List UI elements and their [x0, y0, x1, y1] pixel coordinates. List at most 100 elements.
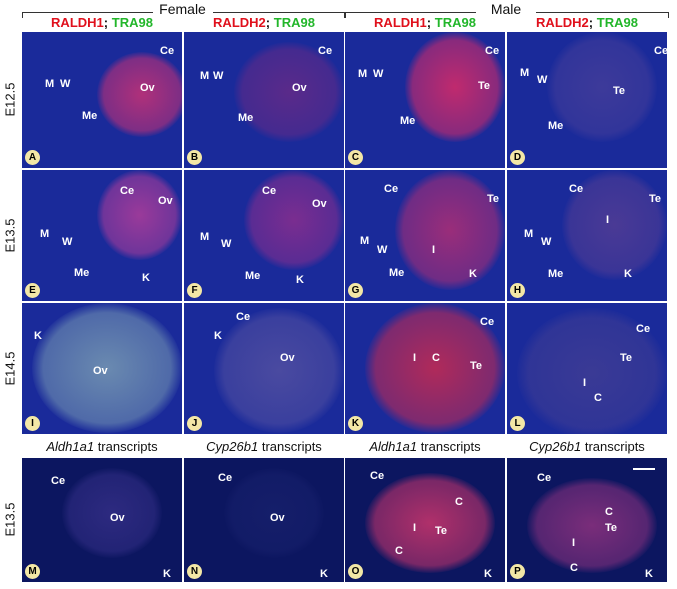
- stain-red: RALDH1: [51, 15, 104, 30]
- image-panel: Ce Ov K M: [22, 458, 182, 582]
- region-label: Te: [605, 522, 618, 534]
- region-label: Ov: [292, 82, 307, 94]
- column-header: RALDH1; TRA98: [22, 15, 182, 30]
- image-panel: K Ce Ov J: [184, 303, 344, 434]
- header-suffix: transcripts: [584, 439, 645, 454]
- region-label: Ce: [569, 183, 584, 195]
- region-label: Me: [548, 268, 564, 280]
- gene-name: Aldh1a1: [46, 439, 95, 454]
- column-header: RALDH1; TRA98: [345, 15, 505, 30]
- panel-letter: E: [25, 283, 40, 298]
- tissue: [234, 42, 344, 142]
- region-label: I: [413, 352, 417, 364]
- region-label: Me: [389, 267, 405, 279]
- column-header: Cyp26b1 transcripts: [184, 439, 344, 454]
- group-label: Male: [476, 1, 536, 17]
- region-label: W: [377, 244, 388, 256]
- tissue: [224, 468, 324, 558]
- region-label: K: [645, 568, 653, 580]
- image-panel: Ce M W Te Me D: [507, 32, 667, 168]
- region-label: Ce: [384, 183, 399, 195]
- region-label: Ov: [312, 198, 327, 210]
- region-label: Ov: [140, 82, 155, 94]
- region-label: Ce: [654, 45, 667, 57]
- stain-red: RALDH2: [536, 15, 589, 30]
- scale-bar: [633, 468, 655, 470]
- panel-letter: J: [187, 416, 202, 431]
- row-label: E13.5: [2, 502, 18, 537]
- region-label: Ov: [93, 365, 108, 377]
- column-header: Aldh1a1 transcripts: [345, 439, 505, 454]
- image-panel: K Ov I: [22, 303, 182, 434]
- image-panel: Ce I C Te K: [345, 303, 505, 434]
- region-label: M: [45, 78, 55, 90]
- region-label: K: [142, 272, 150, 284]
- region-label: C: [594, 392, 602, 404]
- panel-letter: D: [510, 150, 525, 165]
- region-label: C: [432, 352, 440, 364]
- tissue: [547, 32, 657, 142]
- region-label: Me: [245, 270, 261, 282]
- panel-letter: K: [348, 416, 363, 431]
- panel-letter: I: [25, 416, 40, 431]
- region-label: I: [432, 244, 436, 256]
- gene-name: Cyp26b1: [206, 439, 259, 454]
- stain-green: TRA98: [434, 15, 476, 30]
- gene-name: Cyp26b1: [529, 439, 582, 454]
- region-label: Ov: [270, 512, 285, 524]
- region-label: M: [520, 67, 530, 79]
- region-label: C: [455, 496, 463, 508]
- panel-letter: M: [25, 564, 40, 579]
- image-panel: Ce Ov M W Me K E: [22, 170, 182, 301]
- region-label: Ce: [318, 45, 333, 57]
- region-label: Ce: [160, 45, 175, 57]
- region-label: Te: [478, 80, 491, 92]
- column-header: RALDH2; TRA98: [184, 15, 344, 30]
- region-label: Te: [649, 193, 662, 205]
- region-label: K: [34, 330, 42, 342]
- panel-letter: L: [510, 416, 525, 431]
- region-label: K: [214, 330, 222, 342]
- region-label: W: [373, 68, 384, 80]
- stain-green: TRA98: [111, 15, 153, 30]
- region-label: Ce: [120, 185, 135, 197]
- tissue: [562, 170, 667, 280]
- region-label: K: [163, 568, 171, 580]
- image-panel: Ce C Te I C K P: [507, 458, 667, 582]
- region-label: M: [40, 228, 50, 240]
- panel-letter: N: [187, 564, 202, 579]
- column-header: Cyp26b1 transcripts: [507, 439, 667, 454]
- panel-letter: O: [348, 564, 363, 579]
- panel-letter: H: [510, 283, 525, 298]
- region-label: Ov: [158, 195, 173, 207]
- panel-letter: G: [348, 283, 363, 298]
- separator: ;: [426, 15, 432, 30]
- tissue: [365, 303, 505, 433]
- region-label: M: [200, 231, 210, 243]
- region-label: Te: [470, 360, 483, 372]
- region-label: Me: [74, 267, 90, 279]
- region-label: Ov: [280, 352, 295, 364]
- gene-name: Aldh1a1: [369, 439, 418, 454]
- region-label: Ce: [51, 475, 66, 487]
- image-panel: Ce M W Me Ov B: [184, 32, 344, 168]
- image-panel: Ce M W Me Ov A: [22, 32, 182, 168]
- region-label: W: [537, 74, 548, 86]
- tissue: [365, 473, 495, 573]
- stain-green: TRA98: [596, 15, 638, 30]
- panel-letter: B: [187, 150, 202, 165]
- region-label: Te: [620, 352, 633, 364]
- image-panel: Ce C Te I C K O: [345, 458, 505, 582]
- stain-red: RALDH1: [374, 15, 427, 30]
- stain-green: TRA98: [273, 15, 315, 30]
- region-label: W: [60, 78, 71, 90]
- image-panel: Ce Ov M W Me K F: [184, 170, 344, 301]
- row-label: E14.5: [2, 351, 18, 385]
- region-label: I: [606, 214, 610, 226]
- header-suffix: transcripts: [261, 439, 322, 454]
- region-label: Ce: [236, 311, 251, 323]
- row-label: E13.5: [2, 218, 18, 252]
- region-label: W: [541, 236, 552, 248]
- region-label: Te: [435, 525, 448, 537]
